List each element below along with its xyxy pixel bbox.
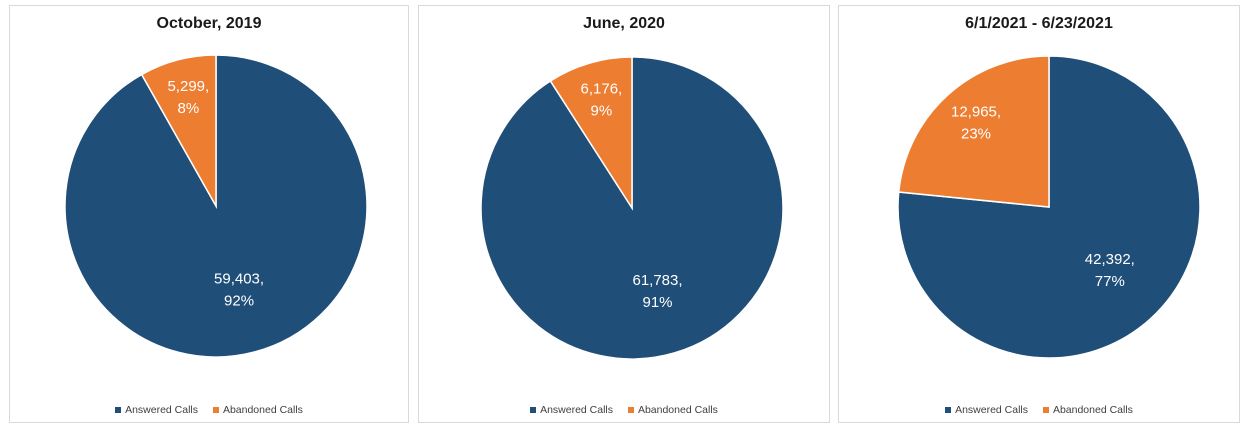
pie-chart-october-2019: October, 2019 59,403, 92% 5,299, 8% Answere…: [9, 5, 409, 423]
data-label-abandoned: 5,299, 8%: [167, 78, 209, 117]
pie-plot-area: 59,403, 92% 5,299, 8%: [64, 54, 368, 358]
legend-label-abandoned: Abandoned Calls: [637, 404, 718, 416]
legend-item-abandoned: Abandoned Calls: [1042, 404, 1133, 416]
pie-slice-abandoned: [549, 56, 633, 211]
legend-item-answered: Answered Calls: [115, 404, 198, 416]
data-label-answered: 61,783, 91%: [632, 272, 682, 311]
data-label-line: 23%: [961, 125, 991, 142]
legend-item-abandoned: Abandoned Calls: [212, 404, 303, 416]
data-label-line: 42,392,: [1085, 251, 1135, 268]
legend-item-answered: Answered Calls: [945, 404, 1028, 416]
data-label-line: 92%: [224, 293, 254, 310]
pie-slice-abandoned: [140, 54, 217, 209]
legend-swatch-abandoned: [627, 407, 634, 413]
data-label-line: 61,783,: [632, 272, 682, 289]
legend-swatch-answered: [530, 407, 537, 413]
data-label-line: 9%: [591, 103, 613, 120]
pie-plot-area: 42,392, 77% 12,965, 23%: [897, 55, 1201, 359]
legend-swatch-answered: [115, 407, 122, 413]
pie-chart-june-2020: June, 2020 61,783, 91% 6,176, 9% Answered C…: [418, 5, 830, 423]
chart-legend: Answered Calls Abandoned Calls: [419, 404, 829, 416]
chart-legend: Answered Calls Abandoned Calls: [839, 404, 1239, 416]
legend-label-abandoned: Abandoned Calls: [222, 404, 303, 416]
legend-swatch-abandoned: [1042, 407, 1049, 413]
chart-title: June, 2020: [583, 15, 665, 32]
data-label-line: 91%: [643, 294, 673, 311]
data-label-line: 5,299,: [167, 78, 209, 95]
chart-title: 6/1/2021 - 6/23/2021: [965, 15, 1113, 32]
data-label-abandoned: 12,965, 23%: [951, 103, 1001, 142]
data-label-line: 6,176,: [581, 81, 623, 98]
legend-swatch-abandoned: [212, 407, 219, 413]
legend-label-answered: Answered Calls: [955, 404, 1029, 416]
data-label-line: 59,403,: [214, 271, 264, 288]
data-label-answered: 59,403, 92%: [214, 271, 264, 310]
data-label-line: 77%: [1095, 273, 1125, 290]
data-label-abandoned: 6,176, 9%: [581, 81, 623, 120]
data-label-line: 8%: [177, 100, 199, 117]
legend-label-answered: Answered Calls: [125, 404, 199, 416]
chart-title: October, 2019: [156, 15, 262, 32]
data-label-line: 12,965,: [951, 103, 1001, 120]
chart-legend: Answered Calls Abandoned Calls: [10, 404, 408, 416]
legend-swatch-answered: [945, 407, 952, 413]
legend-label-answered: Answered Calls: [540, 404, 614, 416]
pie-plot-area: 61,783, 91% 6,176, 9%: [480, 56, 784, 360]
legend-label-abandoned: Abandoned Calls: [1052, 404, 1133, 416]
pie-chart-june-2021: 6/1/2021 - 6/23/2021 42,392, 77% 12,965, 23…: [838, 5, 1240, 423]
legend-item-answered: Answered Calls: [530, 404, 613, 416]
pie-slice-abandoned: [897, 55, 1050, 208]
legend-item-abandoned: Abandoned Calls: [627, 404, 718, 416]
data-label-answered: 42,392, 77%: [1085, 251, 1135, 290]
